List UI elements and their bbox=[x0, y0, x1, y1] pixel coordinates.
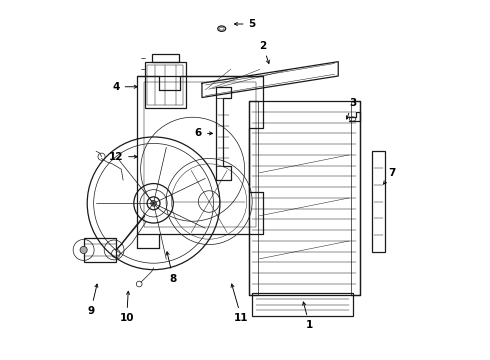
Text: 11: 11 bbox=[231, 284, 248, 323]
Text: 9: 9 bbox=[87, 284, 98, 316]
Text: 5: 5 bbox=[234, 19, 256, 29]
Circle shape bbox=[80, 246, 87, 253]
Text: 1: 1 bbox=[303, 302, 313, 330]
Bar bbox=[152, 54, 179, 62]
Text: 2: 2 bbox=[259, 41, 270, 63]
Bar bbox=[252, 293, 353, 316]
Text: 7: 7 bbox=[384, 168, 396, 184]
Circle shape bbox=[151, 201, 156, 206]
Bar bbox=[372, 151, 385, 252]
Text: 3: 3 bbox=[346, 98, 356, 119]
Bar bbox=[84, 238, 116, 262]
Text: 6: 6 bbox=[195, 129, 213, 138]
Text: 4: 4 bbox=[112, 82, 137, 92]
Text: 12: 12 bbox=[109, 152, 137, 162]
Bar bbox=[147, 64, 183, 105]
Text: 8: 8 bbox=[166, 252, 177, 284]
Text: 10: 10 bbox=[120, 291, 134, 323]
Bar bbox=[145, 62, 186, 108]
